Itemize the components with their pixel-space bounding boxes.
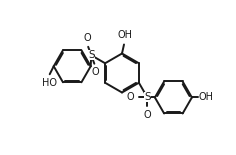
- Text: S: S: [88, 50, 95, 60]
- Text: OH: OH: [199, 93, 214, 102]
- Text: OH: OH: [118, 31, 132, 40]
- Text: HO: HO: [42, 78, 57, 88]
- Text: O: O: [143, 110, 151, 120]
- Text: O: O: [127, 93, 135, 102]
- Text: O: O: [92, 67, 99, 77]
- Text: S: S: [144, 93, 151, 102]
- Text: O: O: [83, 33, 91, 43]
